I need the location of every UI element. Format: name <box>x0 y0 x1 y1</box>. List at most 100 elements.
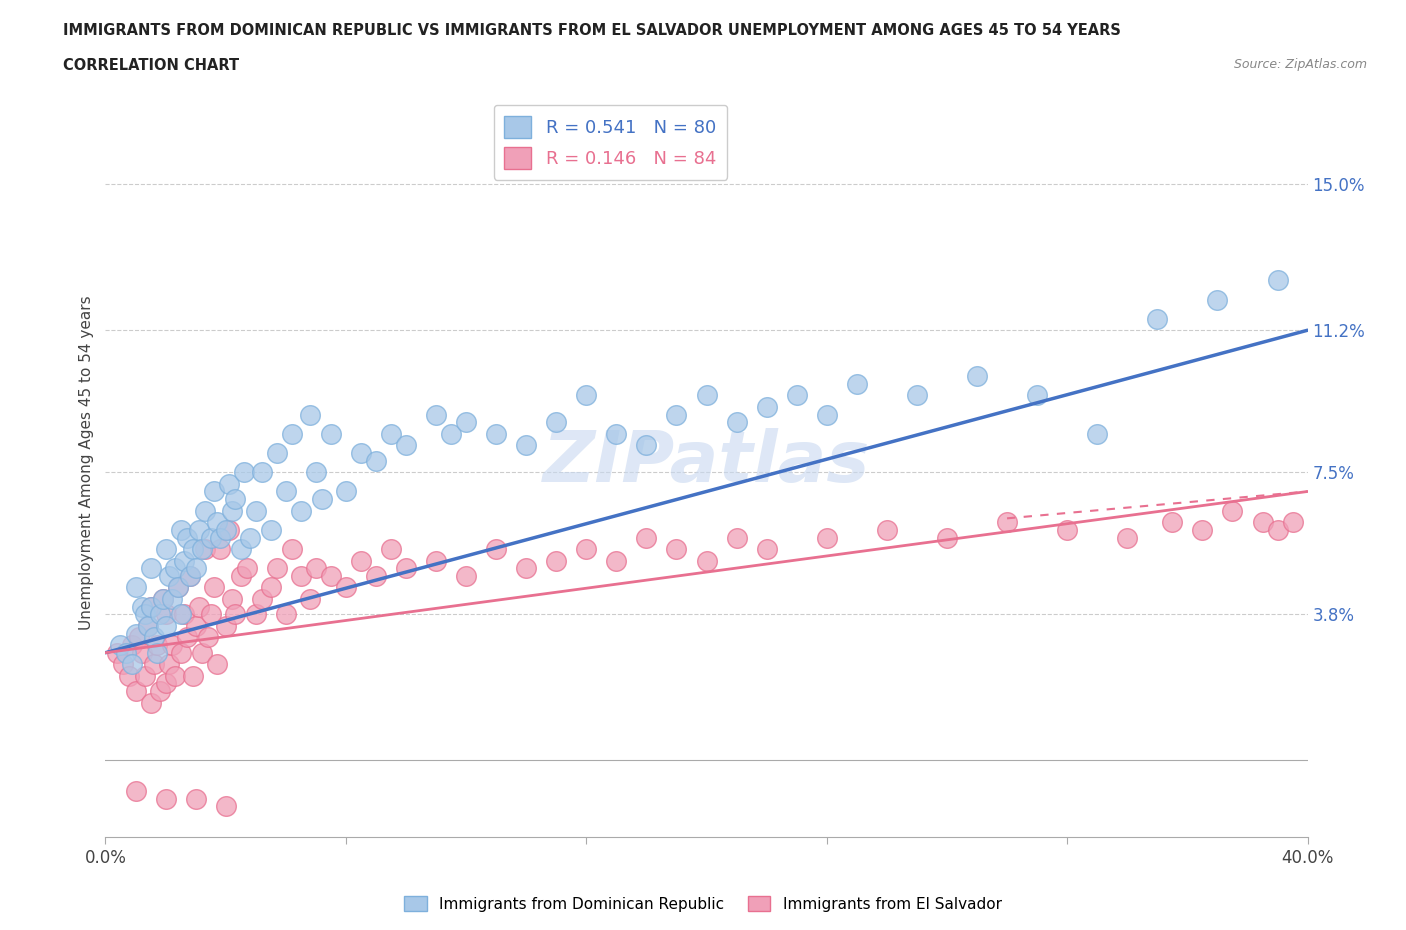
Point <box>485 427 508 442</box>
Point <box>515 438 537 453</box>
Point <box>454 415 477 430</box>
Point <box>245 503 267 518</box>
Point <box>208 541 231 556</box>
Point <box>250 465 273 480</box>
Point <box>128 630 150 644</box>
Point <box>786 388 808 403</box>
Point <box>1281 514 1303 529</box>
Point <box>905 388 928 403</box>
Text: CORRELATION CHART: CORRELATION CHART <box>63 58 239 73</box>
Point <box>425 553 447 568</box>
Point <box>187 523 209 538</box>
Point <box>350 445 373 460</box>
Point <box>124 684 146 698</box>
Point <box>298 591 321 606</box>
Point <box>124 580 146 595</box>
Point <box>636 530 658 545</box>
Point <box>131 599 153 614</box>
Point <box>218 476 240 491</box>
Point <box>454 568 477 583</box>
Point <box>155 541 177 556</box>
Point <box>311 492 333 507</box>
Point <box>1251 514 1274 529</box>
Point <box>221 591 243 606</box>
Point <box>224 492 246 507</box>
Point <box>187 599 209 614</box>
Point <box>815 407 838 422</box>
Point <box>202 484 225 498</box>
Point <box>139 696 162 711</box>
Point <box>107 645 129 660</box>
Point <box>1146 312 1168 326</box>
Point <box>214 523 236 538</box>
Point <box>725 415 748 430</box>
Point <box>319 427 342 442</box>
Point <box>266 561 288 576</box>
Point <box>305 561 328 576</box>
Point <box>696 388 718 403</box>
Point <box>380 541 402 556</box>
Point <box>155 676 177 691</box>
Point <box>179 568 201 583</box>
Point <box>546 553 568 568</box>
Point <box>134 669 156 684</box>
Point <box>155 607 177 622</box>
Point <box>173 607 195 622</box>
Point <box>136 618 159 633</box>
Point <box>205 514 228 529</box>
Point <box>936 530 959 545</box>
Point <box>235 561 257 576</box>
Point <box>205 657 228 671</box>
Point <box>200 607 222 622</box>
Point <box>335 484 357 498</box>
Point <box>575 541 598 556</box>
Point <box>163 561 186 576</box>
Point <box>124 626 146 641</box>
Point <box>239 530 262 545</box>
Point <box>1026 388 1049 403</box>
Point <box>266 445 288 460</box>
Point <box>876 523 898 538</box>
Point <box>190 541 212 556</box>
Point <box>208 530 231 545</box>
Point <box>181 541 204 556</box>
Point <box>181 669 204 684</box>
Point <box>575 388 598 403</box>
Point <box>136 618 159 633</box>
Point <box>515 561 537 576</box>
Point <box>194 541 217 556</box>
Point <box>546 415 568 430</box>
Point <box>755 541 778 556</box>
Point <box>1191 523 1213 538</box>
Point <box>281 541 304 556</box>
Point <box>274 607 297 622</box>
Point <box>229 541 252 556</box>
Point <box>169 645 191 660</box>
Point <box>131 645 153 660</box>
Point <box>966 369 988 384</box>
Point <box>1161 514 1184 529</box>
Point <box>1085 427 1108 442</box>
Point <box>696 553 718 568</box>
Point <box>163 669 186 684</box>
Point <box>194 503 217 518</box>
Point <box>395 438 418 453</box>
Point <box>221 503 243 518</box>
Point <box>184 618 207 633</box>
Point <box>176 530 198 545</box>
Point <box>139 599 162 614</box>
Point <box>1267 272 1289 287</box>
Point <box>139 599 162 614</box>
Point <box>169 607 191 622</box>
Point <box>232 465 254 480</box>
Point <box>218 523 240 538</box>
Point <box>115 645 138 660</box>
Point <box>121 657 143 671</box>
Point <box>1116 530 1139 545</box>
Point <box>124 783 146 798</box>
Point <box>350 553 373 568</box>
Point <box>112 657 135 671</box>
Point <box>134 607 156 622</box>
Point <box>152 591 174 606</box>
Point <box>260 523 283 538</box>
